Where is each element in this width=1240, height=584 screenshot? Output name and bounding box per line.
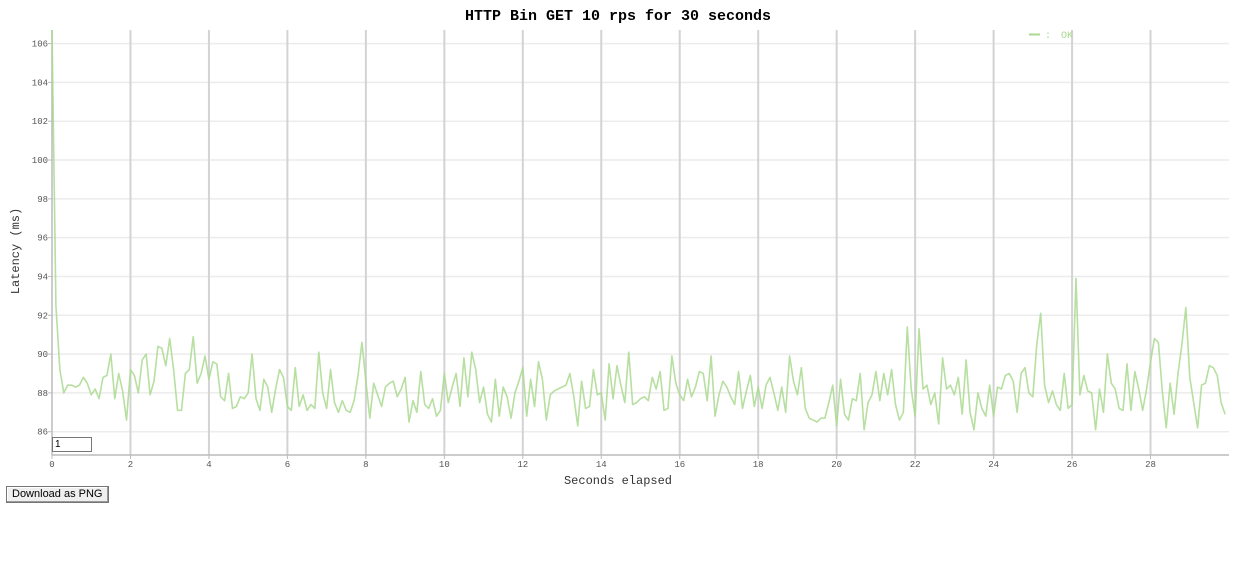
legend: : OK — [1029, 31, 1073, 42]
x-tick-label: 16 — [674, 460, 685, 470]
grid — [52, 30, 1229, 455]
y-tick-label: 92 — [37, 311, 48, 321]
x-tick-label: 20 — [831, 460, 842, 470]
x-tick-label: 4 — [206, 460, 211, 470]
y-tick-label: 100 — [32, 156, 48, 166]
chart-title: HTTP Bin GET 10 rps for 30 seconds — [465, 8, 771, 25]
y-tick-label: 96 — [37, 234, 48, 244]
legend-separator: : — [1045, 31, 1051, 42]
x-tick-label: 26 — [1067, 460, 1078, 470]
y-tick-label: 90 — [37, 350, 48, 360]
x-tick-label: 12 — [517, 460, 528, 470]
x-tick-label: 18 — [753, 460, 764, 470]
y-tick-label: 106 — [32, 40, 48, 50]
y-tick-label: 104 — [32, 78, 48, 88]
x-tick-label: 28 — [1145, 460, 1156, 470]
x-axis-label: Seconds elapsed — [564, 474, 672, 488]
x-tick-label: 6 — [285, 460, 290, 470]
y-tick-label: 86 — [37, 428, 48, 438]
x-tick-label: 8 — [363, 460, 368, 470]
x-tick-label: 2 — [128, 460, 133, 470]
axes — [48, 30, 1229, 459]
download-png-button[interactable]: Download as PNG — [6, 486, 109, 503]
x-tick-label: 22 — [910, 460, 921, 470]
y-tick-label: 102 — [32, 117, 48, 127]
x-tick-label: 0 — [49, 460, 54, 470]
series-line-ok — [51, 29, 1226, 431]
y-axis-label: Latency (ms) — [9, 208, 23, 294]
series-layer — [51, 29, 1226, 431]
resolution-input[interactable] — [52, 437, 92, 452]
y-tick-label: 88 — [37, 389, 48, 399]
y-tick-label: 98 — [37, 195, 48, 205]
legend-label-ok: OK — [1061, 31, 1073, 42]
x-tick-label: 10 — [439, 460, 450, 470]
y-tick-label: 94 — [37, 272, 48, 282]
latency-chart: HTTP Bin GET 10 rps for 30 seconds 86889… — [9, 8, 1229, 488]
x-tick-label: 14 — [596, 460, 607, 470]
x-tick-label: 24 — [988, 460, 999, 470]
